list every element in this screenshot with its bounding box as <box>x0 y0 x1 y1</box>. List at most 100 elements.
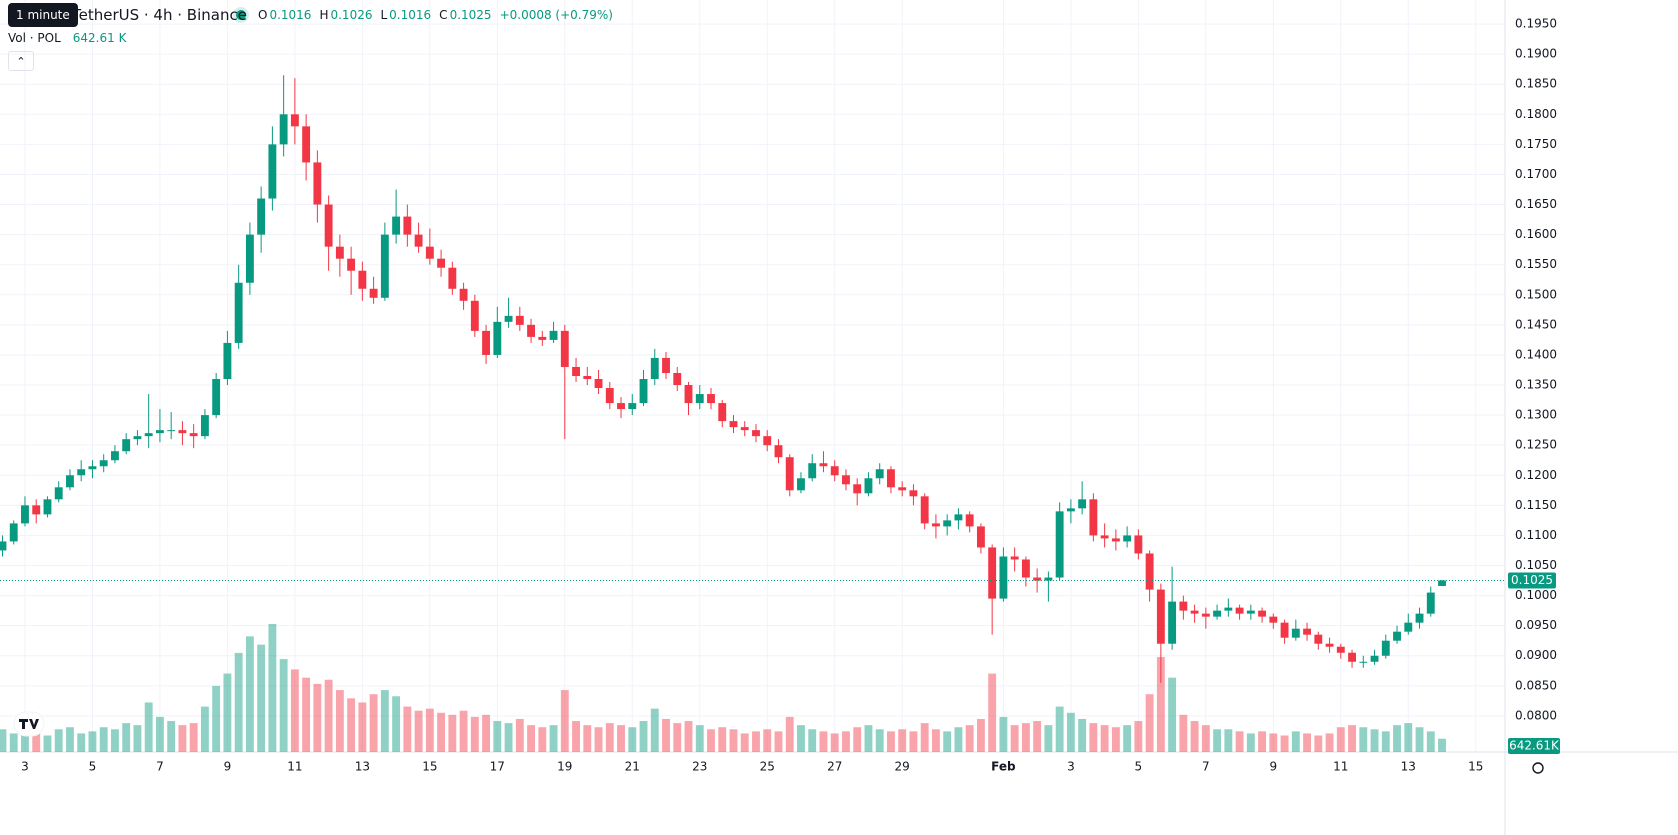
volume-bar <box>167 721 176 752</box>
volume-bar <box>763 729 772 752</box>
candle-body <box>931 523 940 527</box>
volume-bar <box>189 723 198 752</box>
y-tick-label: 0.1650 <box>1515 197 1557 211</box>
candle-body <box>448 267 457 289</box>
y-tick-label: 0.1400 <box>1515 347 1557 361</box>
volume-bar <box>493 721 502 752</box>
volume-bar <box>504 723 513 752</box>
status-dot <box>236 10 246 20</box>
volume-bar <box>976 718 985 752</box>
volume-bar <box>66 727 74 752</box>
candle-body <box>797 478 805 491</box>
candle-body <box>1021 559 1030 578</box>
candle-body <box>1179 601 1188 611</box>
volume-bar <box>200 706 209 752</box>
volume-bar <box>77 733 86 752</box>
volume-bar <box>774 731 783 752</box>
candle-body <box>515 315 524 325</box>
volume-bar <box>403 706 412 752</box>
volume-bar <box>1111 727 1120 752</box>
candle-body <box>392 216 401 235</box>
candle-body <box>583 376 592 380</box>
volume-bar <box>819 731 828 752</box>
y-tick-label: 0.0800 <box>1515 708 1557 722</box>
price-tag <box>1508 572 1556 589</box>
volume-bar <box>1055 706 1064 752</box>
volume-bar <box>212 685 221 752</box>
volume-bar <box>1269 733 1278 752</box>
legend-value: 0.1016 <box>269 8 312 22</box>
volume-bar <box>0 729 7 752</box>
candle-body <box>1280 622 1289 638</box>
candle-body <box>414 234 423 247</box>
x-tick-label: 13 <box>355 760 370 774</box>
volume-bar <box>1235 731 1244 752</box>
volume-bar <box>111 729 119 752</box>
volume-bar <box>1224 729 1233 752</box>
volume-bar <box>864 725 873 752</box>
volume-bar <box>1393 725 1401 752</box>
volume-bar <box>1066 712 1075 752</box>
candle-body <box>684 385 693 404</box>
ohlc-legend: O 0.1016 H 0.1026 L 0.1016 C 0.1025 +0.0008 … <box>236 5 613 25</box>
candle-body <box>673 372 682 386</box>
candle-body <box>662 357 670 373</box>
candle-body <box>122 439 131 452</box>
legend-change: +0.0008 (+0.79%) <box>499 8 613 22</box>
candle-body <box>403 216 412 235</box>
candle-body <box>470 300 479 331</box>
volume-bar <box>830 733 839 752</box>
x-tick-label: 7 <box>1202 760 1210 774</box>
candle-body <box>830 466 839 476</box>
x-tick-label: 27 <box>827 760 842 774</box>
candle-body <box>954 514 963 521</box>
candle-body <box>650 357 659 380</box>
candle-body <box>66 475 74 488</box>
volume-bar <box>684 721 693 752</box>
candle-body <box>1404 622 1413 632</box>
candle-body <box>1258 610 1267 617</box>
volume-bar <box>9 733 18 752</box>
volume-bar <box>1314 735 1323 752</box>
symbol-title[interactable]: TetherUS · 4h · Binance <box>72 6 247 24</box>
candle-body <box>234 282 243 343</box>
collapse-button[interactable]: ⌃ <box>8 51 34 71</box>
candle-body <box>1235 607 1244 614</box>
volume-bar <box>594 727 603 752</box>
volume-bar <box>1370 729 1379 752</box>
volume-bar <box>988 673 997 752</box>
x-tick-label: 13 <box>1401 760 1416 774</box>
volume-bar <box>1021 723 1030 752</box>
candle-body <box>482 330 491 355</box>
volume-bar <box>1033 721 1042 752</box>
volume-bar <box>752 731 760 752</box>
volume-bar <box>1348 725 1356 752</box>
volume-bar <box>1044 725 1053 752</box>
volume-bar <box>707 729 715 752</box>
candle-body <box>257 198 266 235</box>
x-tick-label: 19 <box>557 760 572 774</box>
volume-bar <box>324 679 333 752</box>
y-tick-label: 0.1850 <box>1515 77 1557 91</box>
x-tick-label: 23 <box>692 760 707 774</box>
candle-body <box>54 487 63 500</box>
tooltip: 1 minute <box>8 3 78 27</box>
volume-bar <box>1201 725 1210 752</box>
y-tick-label: 0.1750 <box>1515 137 1557 151</box>
candle-body <box>1201 613 1210 617</box>
candle-body <box>1336 646 1345 653</box>
volume-bar <box>234 652 243 752</box>
x-tick-label: 21 <box>625 760 640 774</box>
volume-bar <box>797 725 805 752</box>
candle-body <box>0 541 7 551</box>
x-tick-label: 11 <box>287 760 302 774</box>
x-tick-label: 3 <box>21 760 29 774</box>
candle-body <box>999 556 1008 599</box>
volume-bar <box>965 725 974 752</box>
volume-bar <box>729 729 738 752</box>
volume-bar <box>628 727 637 752</box>
volume-bar <box>718 727 727 752</box>
candle-body <box>605 388 614 404</box>
candle-body <box>1325 643 1334 647</box>
